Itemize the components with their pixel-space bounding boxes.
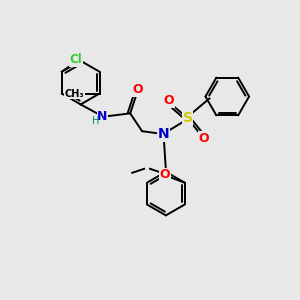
Text: N: N <box>97 110 108 123</box>
Text: O: O <box>198 132 209 145</box>
Text: O: O <box>160 168 170 181</box>
Text: N: N <box>158 127 170 141</box>
Text: O: O <box>164 94 174 107</box>
Text: S: S <box>183 111 193 125</box>
Text: H: H <box>92 116 99 126</box>
Text: Cl: Cl <box>69 53 82 66</box>
Text: O: O <box>133 83 143 96</box>
Text: CH₃: CH₃ <box>65 88 85 98</box>
